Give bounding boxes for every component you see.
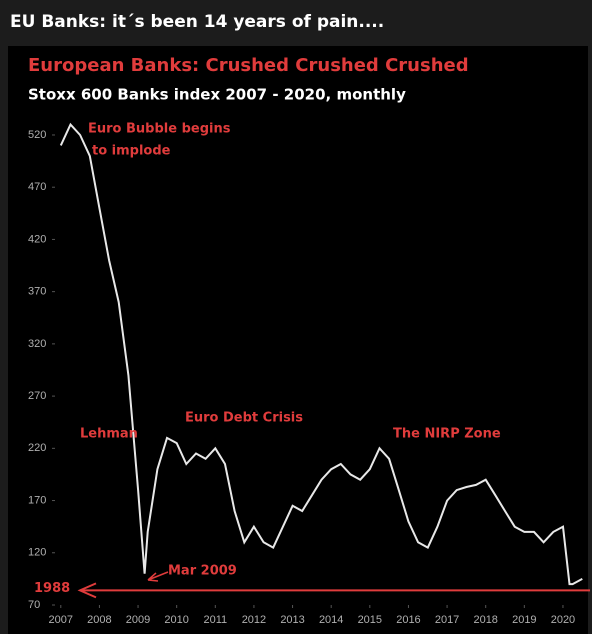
annotation-arrow [147, 571, 169, 582]
x-tick-label: 2019 [512, 614, 536, 626]
y-tick-label: 370 [28, 286, 46, 298]
reference-arrow [77, 582, 97, 599]
x-tick-label: 2010 [164, 614, 188, 626]
y-tick-label: 220 [28, 442, 46, 454]
x-tick-label: 2020 [551, 614, 575, 626]
y-tick-label: 420 [28, 233, 46, 245]
x-tick-label: 2007 [49, 614, 73, 626]
x-tick-label: 2008 [87, 614, 111, 626]
y-tick-label: 520 [28, 129, 46, 141]
x-tick-label: 2011 [203, 614, 227, 626]
y-tick-label: 320 [28, 338, 46, 350]
x-tick-label: 2016 [396, 614, 420, 626]
y-tick-label: 470 [28, 181, 46, 193]
chart-subtitle: Stoxx 600 Banks index 2007 - 2020, month… [28, 86, 406, 104]
annotation: Euro Debt Crisis [185, 411, 303, 426]
y-tick-label: 70 [28, 599, 40, 611]
annotation: to implode [92, 144, 171, 159]
header-title: EU Banks: it´s been 14 years of pain.... [10, 12, 384, 32]
x-tick-label: 2009 [126, 614, 150, 626]
annotation: Mar 2009 [168, 564, 237, 579]
y-tick-label: 170 [28, 494, 46, 506]
x-tick-label: 2014 [319, 614, 343, 626]
annotation: Euro Bubble begins [88, 122, 231, 137]
annotation: The NIRP Zone [393, 427, 501, 442]
price-line [59, 122, 583, 586]
y-tick-label: 120 [28, 547, 46, 559]
x-tick-label: 2018 [473, 614, 497, 626]
y-tick-label: 270 [28, 390, 46, 402]
annotation: Lehman [80, 427, 138, 442]
reference-label: 1988 [34, 581, 70, 596]
x-tick-label: 2015 [358, 614, 382, 626]
chart-title: European Banks: Crushed Crushed Crushed [28, 55, 469, 76]
chart-panel [8, 46, 588, 634]
x-tick-label: 2012 [242, 614, 266, 626]
x-tick-label: 2017 [435, 614, 459, 626]
x-tick-label: 2013 [280, 614, 304, 626]
